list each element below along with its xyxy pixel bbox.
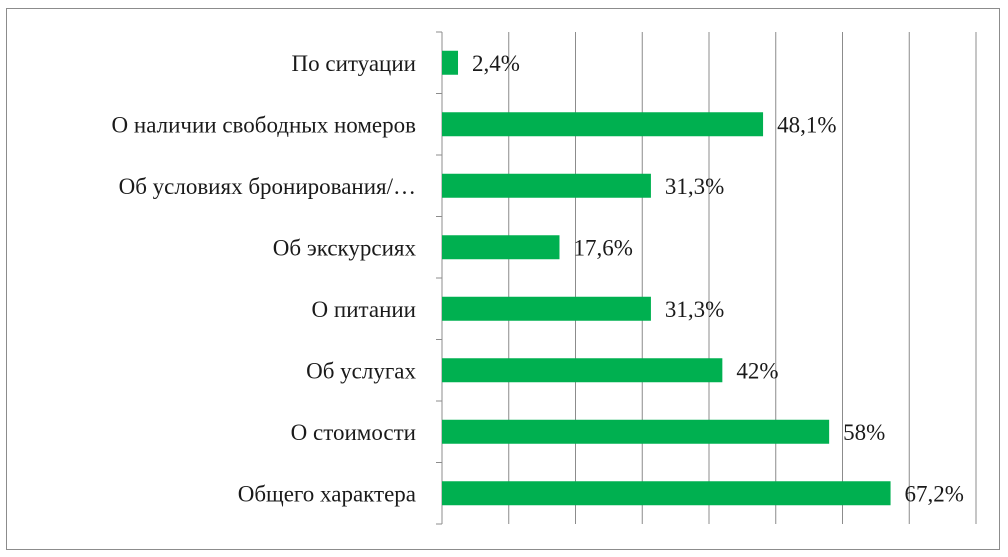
data-label: 17,6%	[573, 235, 632, 260]
data-label: 2,4%	[472, 51, 520, 76]
bar	[442, 296, 651, 321]
category-label: О стоимости	[291, 420, 416, 445]
data-label: 42%	[736, 358, 778, 383]
bar	[442, 235, 560, 260]
data-label: 58%	[843, 420, 885, 445]
bar	[442, 481, 891, 506]
bar	[442, 112, 764, 137]
category-label: Об экскурсиях	[273, 235, 417, 260]
category-label: Общего характера	[238, 481, 416, 506]
bar	[442, 50, 459, 75]
data-label: 48,1%	[777, 112, 836, 137]
data-label: 67,2%	[905, 481, 964, 506]
category-label: О наличии свободных номеров	[112, 112, 417, 137]
data-label: 31,3%	[665, 174, 724, 199]
gridlines	[436, 31, 977, 525]
labels: По ситуации 2,4% О наличии свободных номер…	[112, 51, 964, 507]
category-label: О питании	[312, 297, 416, 322]
data-label: 31,3%	[665, 297, 724, 322]
bar	[442, 173, 651, 198]
chart-frame	[6, 8, 1000, 550]
category-label: Об услугах	[306, 358, 416, 383]
bar	[442, 419, 830, 444]
bar	[442, 358, 723, 383]
category-label: Об условиях бронирования/…	[119, 174, 416, 199]
category-label: По ситуации	[292, 51, 416, 76]
bars	[442, 50, 891, 506]
